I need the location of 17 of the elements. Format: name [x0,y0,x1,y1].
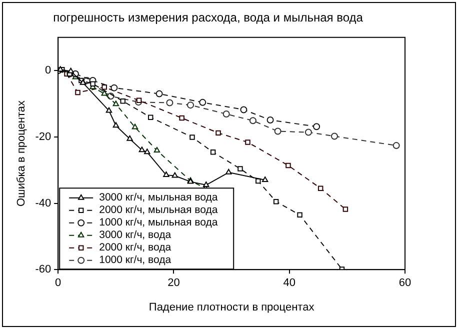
chart-title: погрешность измерения расхода, вода и мыльная вода [53,10,364,25]
y-tick-label: -60 [35,264,52,276]
x-axis-title: Падение плотности в процентах [148,301,315,314]
x-tick-label: 60 [398,277,412,290]
x-tick-label: 0 [55,277,62,290]
y-tick-label: -40 [35,197,52,210]
x-tick-label: 40 [283,277,296,290]
legend-label: 2000 кг/ч, вода [99,242,172,254]
legend-label: 1000 кг/ч, вода [99,254,172,266]
legend-label: 3000 кг/ч, вода [99,229,172,242]
x-tick-label: 20 [168,277,180,290]
legend-label: 2000 кг/ч, мыльная вода [99,204,218,216]
y-tick-label: -20 [35,130,52,143]
legend-label: 3000 кг/ч, мыльная вода [99,192,218,204]
y-axis-title: Ошибка в процентах [16,100,28,207]
legend-label: 1000 кг/ч, мыльная вода [99,216,218,229]
y-tick-label: 0 [44,64,52,77]
